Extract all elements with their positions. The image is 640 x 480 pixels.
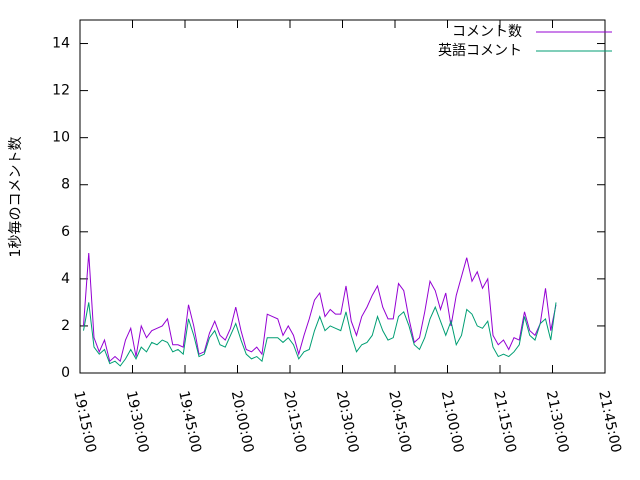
y-tick-label: 8	[61, 177, 70, 193]
series-line	[83, 252, 557, 363]
series-line	[83, 302, 557, 367]
y-tick-label: 14	[52, 36, 70, 52]
y-axis-label: 1秒毎のコメント数	[8, 137, 24, 258]
legend-label: 英語コメント	[438, 42, 522, 59]
y-tick-label: 10	[52, 130, 70, 146]
y-tick-label: 2	[61, 318, 70, 334]
y-tick-label: 12	[52, 83, 70, 99]
y-tick-label: 0	[61, 365, 70, 381]
y-tick-label: 4	[61, 271, 70, 287]
legend-label: コメント数	[452, 24, 522, 40]
plot-frame	[79, 19, 606, 374]
y-tick-label: 6	[61, 224, 70, 240]
